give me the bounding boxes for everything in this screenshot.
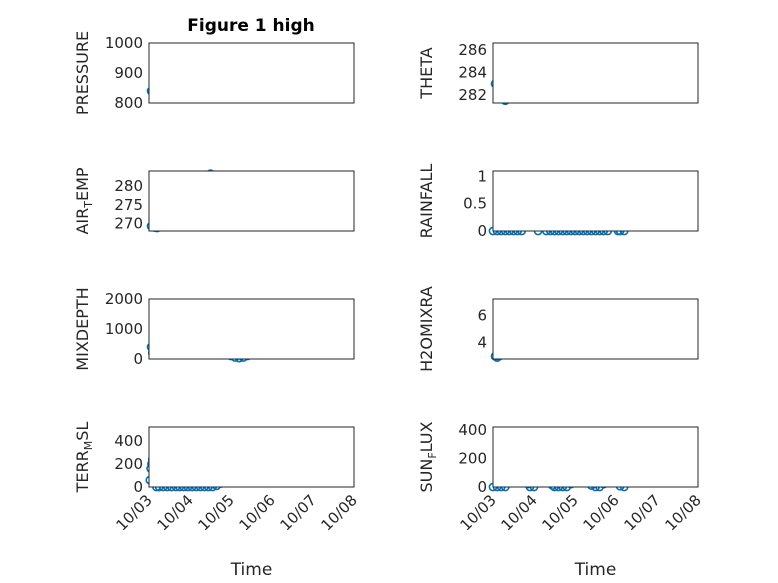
x-tick-label: 10/07	[621, 491, 664, 534]
y-axis-label-subscript: F	[426, 452, 439, 458]
subplot-1: 800 900 1000 PRESSURE	[73, 31, 355, 115]
y-tick-label: 1000	[105, 34, 143, 52]
y-tick-label: 286	[458, 41, 487, 59]
y-tick-label: 200	[114, 455, 143, 473]
x-tick-label: 10/05	[195, 491, 238, 534]
y-axis-label: AIRTEMP	[73, 167, 95, 234]
y-axis-label-part: EMP	[73, 167, 92, 201]
y-tick-label: 284	[458, 63, 487, 81]
x-tick-label: 10/04	[498, 491, 541, 534]
y-axis-label: MIXDEPTH	[73, 287, 92, 370]
y-axis-label-part: H2OMIXRA	[417, 286, 436, 372]
y-axis-label: H2OMIXRA	[417, 286, 436, 372]
y-axis-label-part: AIR	[73, 208, 92, 235]
subplot-6: 4 6 H2OMIXRA	[417, 286, 699, 372]
y-tick-label: 0	[477, 222, 487, 240]
y-axis-label-part: SL	[73, 422, 92, 441]
x-tick-label: 10/05	[539, 491, 582, 534]
x-tick-label: 10/07	[277, 491, 320, 534]
axes-frame	[492, 170, 699, 232]
y-tick-label: 275	[114, 196, 143, 214]
axes-frame	[148, 298, 355, 360]
x-axis-label: Time	[230, 560, 273, 580]
subplot-4: 0 0.5 1 RAINFALL	[417, 164, 699, 240]
axes-frame	[148, 170, 355, 232]
x-tick-label: 10/06	[580, 491, 623, 534]
y-tick-label: 282	[458, 86, 487, 104]
y-axis-label-part: SUN	[417, 459, 436, 493]
y-tick-label: 400	[114, 432, 143, 450]
y-axis-label: SUNFLUX	[417, 421, 439, 492]
y-axis-label-part: LUX	[417, 421, 436, 452]
y-tick-label: 0.5	[463, 195, 487, 213]
y-axis-label: TERRMSL	[73, 422, 95, 494]
y-tick-label: 0	[133, 350, 143, 368]
y-axis-label-part: MIXDEPTH	[73, 287, 92, 370]
x-tick-label: 10/03	[113, 491, 156, 534]
y-axis-label-subscript: M	[82, 441, 95, 451]
y-tick-label: 800	[114, 94, 143, 112]
y-axis-label: THETA	[417, 47, 436, 99]
x-tick-label: 10/03	[457, 491, 500, 534]
y-tick-label: 1	[477, 167, 487, 185]
figure-title: Figure 1 high	[187, 16, 315, 36]
y-axis-label-part: THETA	[417, 47, 436, 99]
y-tick-label: 270	[114, 215, 143, 233]
y-tick-label: 280	[114, 177, 143, 195]
y-tick-label: 6	[477, 306, 487, 324]
x-tick-label: 10/08	[662, 491, 705, 534]
x-tick-label: 10/08	[318, 491, 361, 534]
y-axis-label-part: TERR	[73, 450, 92, 493]
x-tick-label: 10/04	[154, 491, 197, 534]
y-tick-label: 1000	[105, 320, 143, 338]
y-tick-label: 900	[114, 64, 143, 82]
y-tick-label: 0	[133, 478, 143, 496]
y-tick-label: 400	[458, 421, 487, 439]
y-axis-label-subscript: T	[82, 201, 95, 209]
x-tick-label: 10/06	[236, 491, 279, 534]
y-axis-label-part: RAINFALL	[417, 164, 436, 239]
y-tick-label: 4	[477, 334, 487, 352]
axes-frame	[148, 426, 355, 488]
x-axis-label: Time	[574, 560, 617, 580]
y-axis-label-part: PRESSURE	[73, 31, 92, 115]
axes-frame	[148, 42, 355, 104]
y-axis-label: PRESSURE	[73, 31, 92, 115]
y-tick-label: 2000	[105, 290, 143, 308]
axes-frame	[492, 426, 699, 488]
axes-frame	[492, 298, 699, 360]
y-tick-label: 200	[458, 449, 487, 467]
subplot-5: 0 1000 2000 MIXDEPTH	[73, 287, 355, 371]
y-tick-label: 0	[477, 478, 487, 496]
subplot-2: 282 284 286 THETA	[417, 41, 699, 106]
axes-frame	[492, 42, 699, 104]
y-axis-label: RAINFALL	[417, 164, 436, 239]
